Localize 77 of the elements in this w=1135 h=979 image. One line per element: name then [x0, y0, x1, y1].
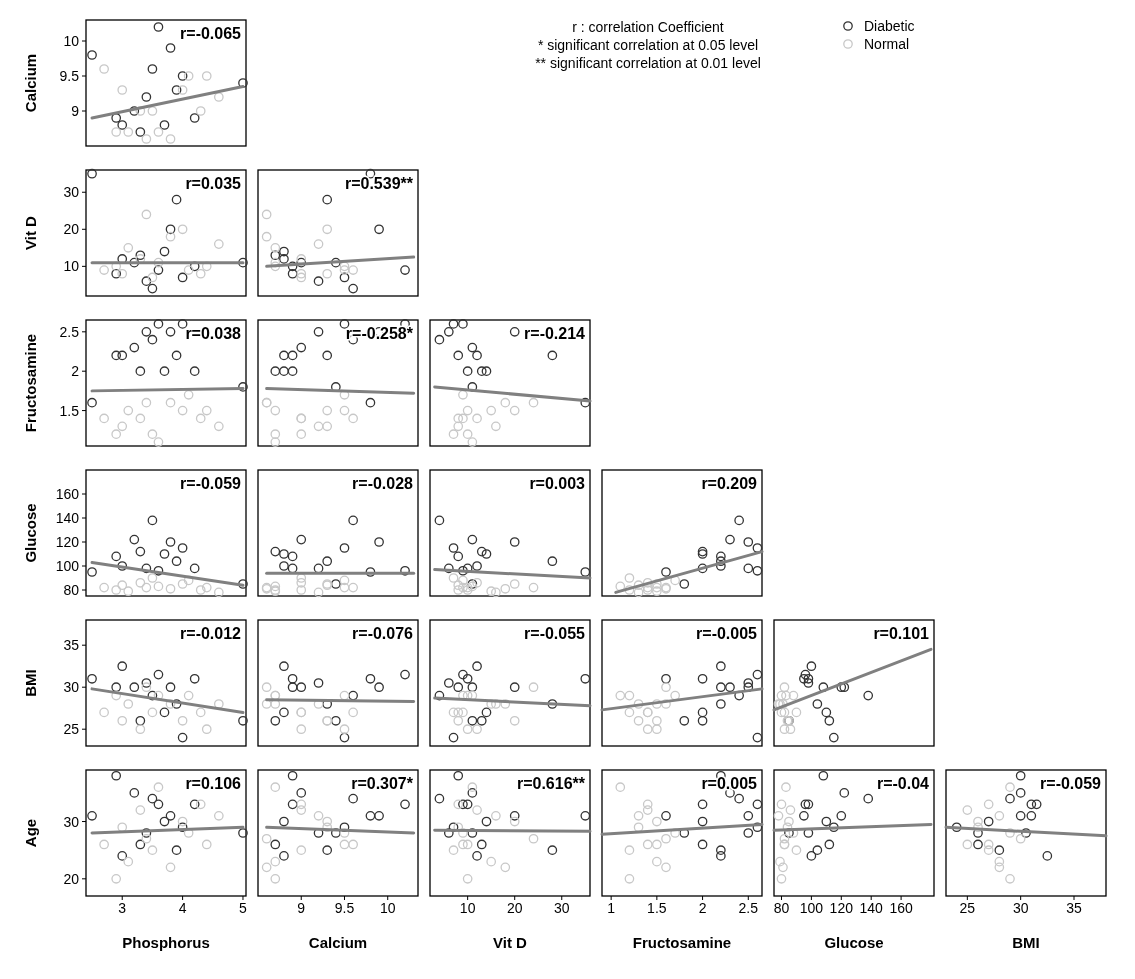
- y-tick-label: 80: [63, 582, 80, 598]
- y-tick-label: 9.5: [59, 68, 80, 84]
- y-tick-label: 30: [63, 813, 80, 830]
- annotation: r=0.035: [185, 175, 242, 192]
- annotation: r=-0.059: [1040, 775, 1102, 792]
- x-tick-label: 3: [118, 900, 127, 916]
- y-axis-title: Vit D: [22, 215, 39, 250]
- x-axis-title: Calcium: [308, 934, 368, 951]
- text: ** significant correlation at 0.01 level: [535, 55, 761, 71]
- x-axis-title: Fructosamine: [632, 934, 732, 951]
- y-tick-label: 25: [63, 721, 80, 738]
- x-tick-label: 140: [859, 900, 884, 916]
- y-tick-label: 30: [63, 679, 80, 696]
- x-tick-label: 20: [506, 900, 523, 916]
- legend-label: Normal: [864, 36, 910, 52]
- annotation: r=-0.065: [180, 25, 242, 42]
- x-tick-label: 9: [297, 900, 306, 916]
- y-axis-title: Fructosamine: [22, 333, 39, 433]
- y-axis-title: Glucose: [22, 503, 39, 563]
- annotation: r=0.106: [185, 775, 242, 792]
- y-axis-title: BMI: [22, 669, 39, 697]
- x-tick-label: 2.5: [738, 900, 759, 916]
- x-tick-label: 4: [178, 900, 187, 916]
- x-tick-label: 30: [1012, 900, 1029, 916]
- x-tick-label: 10: [379, 900, 396, 916]
- legend-label: Diabetic: [864, 18, 915, 34]
- annotation: r=0.209: [701, 475, 758, 492]
- x-tick-label: 1: [607, 900, 616, 916]
- y-tick-label: 2.5: [59, 323, 80, 340]
- annotation: r=-0.005: [696, 625, 758, 642]
- x-tick-label: 80: [773, 900, 790, 916]
- x-tick-label: 35: [1066, 900, 1082, 916]
- annotation: r=-0.214: [524, 325, 586, 342]
- y-tick-label: 20: [63, 870, 80, 887]
- y-tick-label: 160: [55, 486, 80, 502]
- x-tick-label: 30: [553, 900, 570, 916]
- x-axis-title: BMI: [1012, 934, 1040, 951]
- y-axis-title: Calcium: [22, 53, 39, 113]
- annotation: r=0.038: [185, 325, 242, 342]
- x-axis-title: Vit D: [493, 934, 528, 951]
- x-tick-label: 100: [799, 900, 824, 916]
- annotation: r=-0.055: [524, 625, 586, 642]
- annotation: r=0.539**: [344, 175, 414, 192]
- y-tick-label: 140: [55, 510, 80, 526]
- annotation: r=-0.059: [180, 475, 242, 492]
- annotation: r=-0.04: [876, 775, 930, 792]
- text: * significant correlation at 0.05 level: [537, 37, 759, 53]
- x-tick-label: 25: [959, 900, 976, 916]
- x-tick-label: 120: [829, 900, 854, 916]
- y-tick-label: 10: [63, 258, 80, 275]
- y-tick-label: 2: [71, 363, 80, 380]
- x-tick-label: 5: [239, 900, 248, 916]
- x-tick-label: 9.5: [334, 900, 355, 916]
- annotation: r=0.101: [873, 625, 930, 642]
- x-axis-title: Glucose: [824, 934, 884, 951]
- x-tick-label: 160: [889, 900, 913, 916]
- y-tick-label: 20: [63, 221, 80, 238]
- y-tick-label: 35: [63, 637, 80, 654]
- y-tick-label: 1.5: [59, 402, 80, 419]
- x-axis-title: Phosphorus: [122, 934, 210, 951]
- y-tick-label: 30: [63, 184, 80, 201]
- annotation: r=0.307*: [351, 775, 414, 792]
- x-tick-label: 2: [698, 900, 707, 916]
- annotation: r=-0.012: [180, 625, 242, 642]
- annotation: r=0.003: [529, 475, 586, 492]
- x-tick-label: 1.5: [647, 900, 667, 916]
- y-axis-title: Age: [22, 818, 39, 848]
- annotation: r=0.616**: [516, 775, 586, 792]
- y-tick-label: 10: [63, 33, 80, 49]
- text: r : correlation Coefficient: [572, 19, 724, 35]
- y-tick-label: 100: [55, 558, 80, 574]
- x-tick-label: 10: [459, 900, 476, 916]
- annotation: r=0.005: [701, 775, 758, 792]
- annotation: r=-0.028: [352, 475, 414, 492]
- y-tick-label: 9: [71, 103, 80, 119]
- y-tick-label: 120: [55, 534, 80, 550]
- annotation: r=-0.076: [352, 625, 414, 642]
